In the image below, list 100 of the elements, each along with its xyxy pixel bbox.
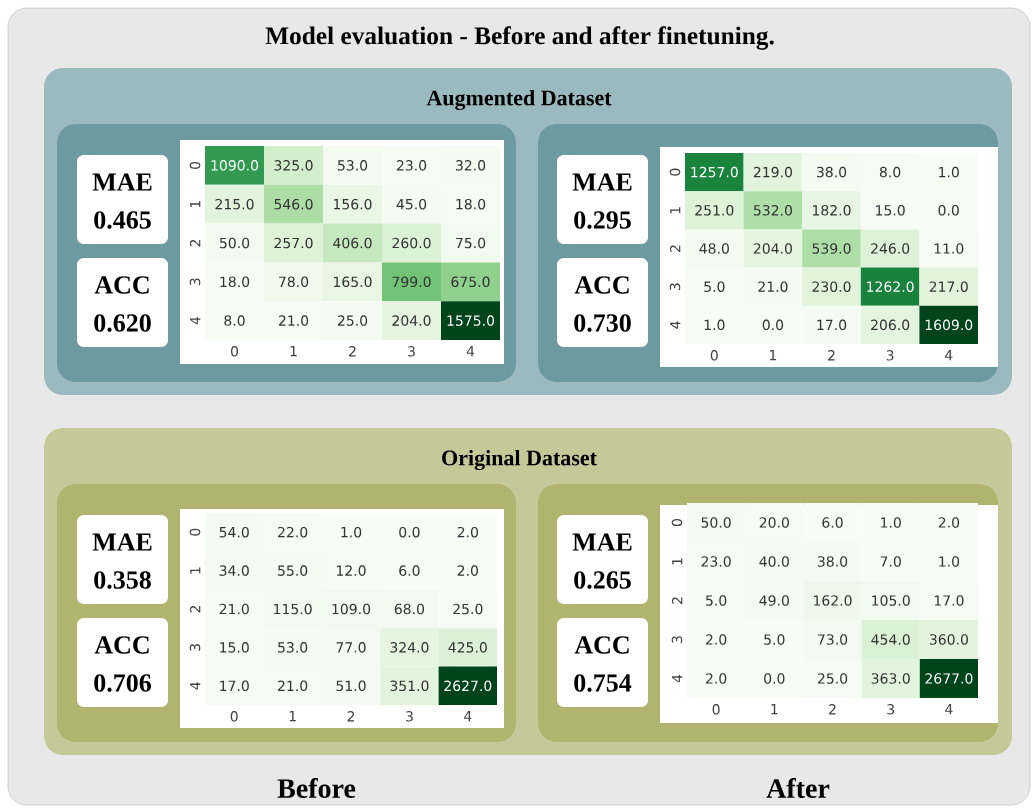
data-label: 1.0 [881,517,901,528]
data-label: 22.0 [278,526,308,538]
data-label: 206.0 [871,319,910,331]
data-label: 20.0 [759,517,789,528]
data-label: 78.0 [279,276,309,288]
data-label: 23.0 [701,556,731,567]
text: MAE [572,173,632,191]
x-tick-label: 3 [408,346,415,357]
data-label: 230.0 [812,281,851,292]
data-label: 17.0 [817,319,847,331]
data-label: 38.0 [817,556,848,567]
x-axis-title: Before [277,778,356,798]
data-label: 2.0 [706,673,727,684]
data-label: 21.0 [758,281,788,292]
data-label: 25.0 [337,315,368,326]
data-label: 40.0 [759,556,789,567]
data-label: 162.0 [813,595,852,606]
x-tick-label: 1 [289,711,296,722]
text: MAE [92,173,152,191]
data-label: 156.0 [333,198,372,210]
data-label: 77.0 [336,642,366,653]
data-label: 23.0 [396,160,427,171]
text: 0.295 [574,211,631,229]
text: ACC [574,276,629,294]
data-label: 5.0 [706,595,727,606]
data-label: 25.0 [453,603,483,615]
chart-subtitle: Original Dataset [442,449,597,471]
x-tick-label: 4 [945,704,953,715]
data-label: 257.0 [274,237,313,249]
data-label: 12.0 [336,565,366,576]
x-tick-label: 3 [887,704,895,715]
y-tick-label: 0 [189,161,201,169]
data-label: 73.0 [818,634,848,645]
data-label: 204.0 [392,315,431,326]
y-tick-label: 4 [670,321,681,329]
data-label: 1262.0 [867,281,914,292]
data-label: 351.0 [390,680,429,692]
y-tick-label: 1 [190,567,201,574]
data-label: 0.0 [764,673,785,684]
data-label: 6.0 [399,565,420,576]
data-label: 2627.0 [444,680,492,692]
data-label: 454.0 [871,634,910,645]
y-tick-label: 1 [672,558,683,565]
x-tick-label: 3 [886,350,894,361]
data-label: 38.0 [816,166,847,178]
text: MAE [572,533,632,551]
x-tick-label: 1 [769,350,777,361]
data-label: 50.0 [701,517,731,528]
data-label: 215.0 [215,198,254,210]
y-tick-label: 0 [189,528,201,536]
data-label: 182.0 [812,205,851,216]
data-label: 2.0 [706,634,727,645]
text: ACC [94,276,149,294]
data-label: 0.0 [399,526,420,538]
data-label: 115.0 [274,603,312,615]
text: MAE [92,533,152,551]
text: 0.358 [94,571,151,589]
data-label: 54.0 [219,526,249,538]
data-label: 546.0 [274,198,313,210]
data-label: 165.0 [333,276,372,288]
y-tick-label: 3 [671,636,683,643]
data-label: 251.0 [695,205,734,216]
data-label: 51.0 [336,680,366,692]
data-label: 360.0 [929,634,968,645]
data-label: 49.0 [759,595,789,606]
y-tick-label: 4 [672,674,683,683]
data-label: 21.0 [278,680,308,692]
y-tick-label: 2 [671,597,683,604]
x-tick-label: 3 [406,711,413,722]
data-label: 18.0 [456,198,486,210]
y-tick-label: 3 [669,283,681,291]
data-label: 21.0 [278,315,309,326]
data-label: 7.0 [880,556,901,567]
data-label: 21.0 [219,603,249,615]
text: 0.730 [574,314,631,332]
data-label: 109.0 [332,603,371,615]
data-label: 0.0 [938,205,959,216]
data-label: 8.0 [224,315,245,326]
text: 0.265 [574,571,631,589]
data-label: 11.0 [934,243,964,254]
data-label: 324.0 [390,642,429,653]
y-tick-label: 0 [669,168,681,176]
text: 0.620 [94,314,151,332]
text: 0.465 [94,211,151,229]
data-label: 532.0 [753,205,792,216]
data-label: 53.0 [338,160,368,171]
data-label: 799.0 [392,276,431,288]
data-label: 406.0 [333,237,372,249]
y-tick-label: 3 [189,278,201,286]
x-tick-label: 4 [464,711,472,722]
data-label: 2677.0 [925,673,973,684]
data-label: 17.0 [934,595,964,606]
data-label: 1609.0 [925,319,973,331]
data-label: 425.0 [448,642,487,653]
y-tick-label: 2 [189,239,201,247]
x-tick-label: 0 [230,346,239,357]
x-axis-title: After [766,778,830,798]
y-tick-label: 4 [190,316,201,325]
data-label: 246.0 [871,243,910,254]
data-label: 2.0 [457,526,478,538]
